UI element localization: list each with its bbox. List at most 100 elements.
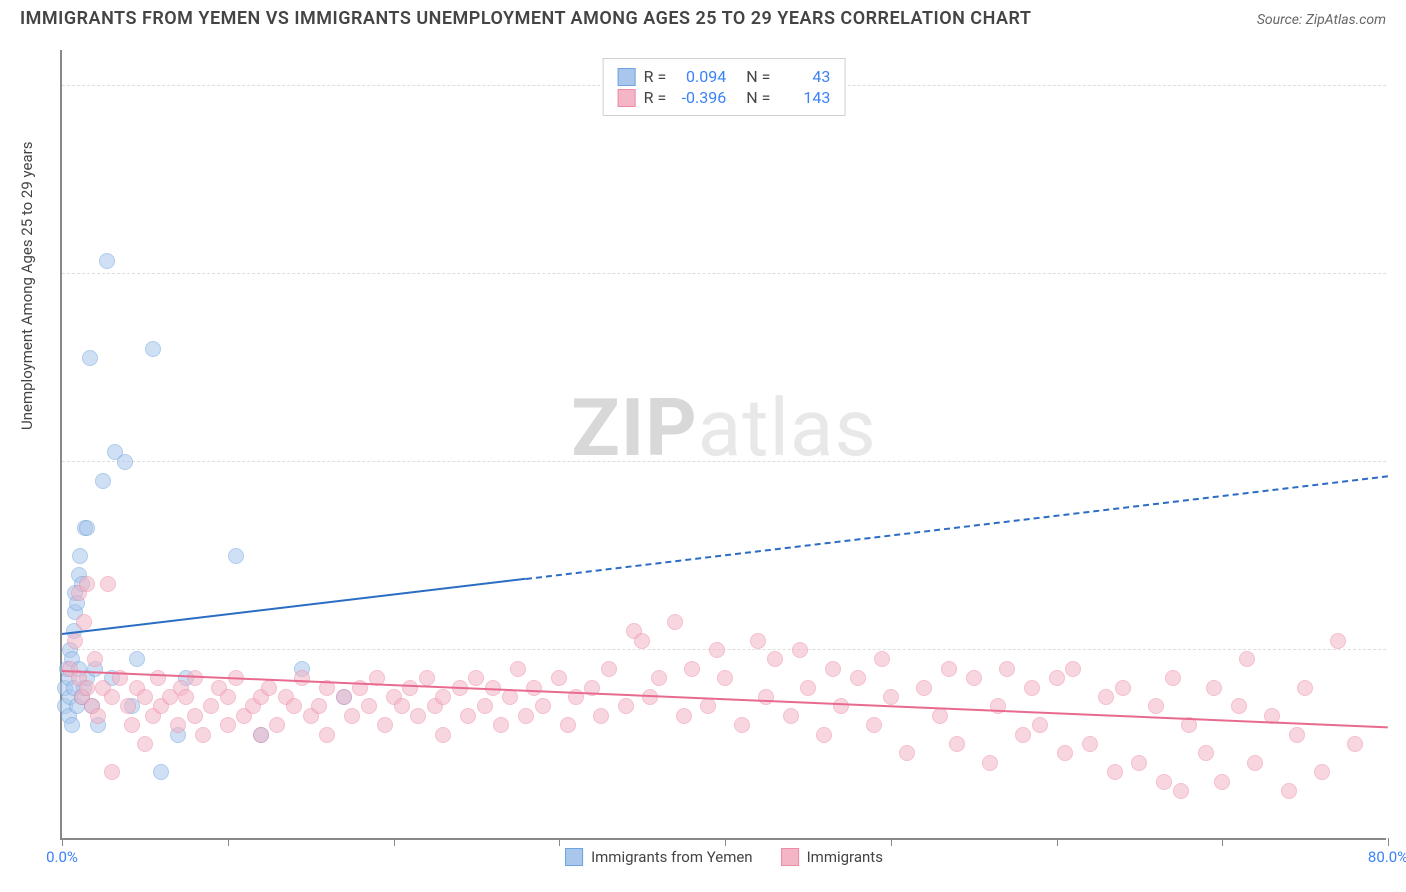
data-point	[79, 576, 95, 592]
data-point	[883, 689, 899, 705]
data-point	[468, 670, 484, 686]
chart-title: IMMIGRANTS FROM YEMEN VS IMMIGRANTS UNEM…	[20, 8, 1031, 29]
data-point	[100, 576, 116, 592]
data-point	[709, 642, 725, 658]
data-point	[1247, 755, 1263, 771]
data-point	[717, 670, 733, 686]
x-tick-label: 0.0%	[46, 848, 78, 866]
data-point	[419, 670, 435, 686]
series-legend: Immigrants from Yemen Immigrants	[565, 848, 883, 866]
data-point	[1206, 680, 1222, 696]
data-point	[1024, 680, 1040, 696]
data-point	[104, 764, 120, 780]
data-point	[187, 670, 203, 686]
data-point	[767, 651, 783, 667]
data-point	[1098, 689, 1114, 705]
data-point	[750, 633, 766, 649]
data-point	[95, 473, 111, 489]
data-point	[170, 717, 186, 733]
stat-r-label: R =	[644, 88, 667, 107]
data-point	[1015, 727, 1031, 743]
x-tick	[1388, 838, 1389, 846]
data-point	[79, 680, 95, 696]
data-point	[1065, 661, 1081, 677]
data-point	[253, 727, 269, 743]
trend-line	[526, 475, 1388, 580]
data-point	[124, 717, 140, 733]
data-point	[800, 680, 816, 696]
data-point	[150, 670, 166, 686]
legend-stats-row: R =-0.396N =143	[618, 88, 831, 107]
data-point	[518, 708, 534, 724]
data-point	[535, 698, 551, 714]
data-point	[435, 689, 451, 705]
data-point	[783, 708, 799, 724]
data-point	[551, 670, 567, 686]
data-point	[1347, 736, 1363, 752]
data-point	[700, 698, 716, 714]
data-point	[1082, 736, 1098, 752]
x-tick	[228, 838, 229, 846]
data-point	[361, 698, 377, 714]
legend-label: Immigrants from Yemen	[591, 848, 753, 866]
data-point	[601, 661, 617, 677]
data-point	[1115, 680, 1131, 696]
source-link[interactable]: ZipAtlas.com	[1306, 12, 1386, 28]
data-point	[634, 633, 650, 649]
legend-swatch	[565, 848, 583, 866]
data-point	[286, 698, 302, 714]
data-point	[261, 680, 277, 696]
data-point	[1330, 633, 1346, 649]
data-point	[1231, 698, 1247, 714]
data-point	[850, 670, 866, 686]
trend-line	[62, 578, 526, 635]
data-point	[435, 727, 451, 743]
data-point	[941, 661, 957, 677]
data-point	[982, 755, 998, 771]
data-point	[502, 689, 518, 705]
data-point	[120, 698, 136, 714]
data-point	[874, 651, 890, 667]
data-point	[866, 717, 882, 733]
data-point	[758, 689, 774, 705]
title-bar: IMMIGRANTS FROM YEMEN VS IMMIGRANTS UNEM…	[0, 0, 1406, 33]
data-point	[676, 708, 692, 724]
x-tick	[725, 838, 726, 846]
data-point	[64, 717, 80, 733]
data-point	[137, 689, 153, 705]
data-point	[336, 689, 352, 705]
data-point	[899, 745, 915, 761]
data-point	[651, 670, 667, 686]
data-point	[72, 548, 88, 564]
data-point	[833, 698, 849, 714]
data-point	[220, 717, 236, 733]
x-tick	[891, 838, 892, 846]
x-tick	[559, 838, 560, 846]
data-point	[145, 341, 161, 357]
legend-stats-row: R =0.094N =43	[618, 67, 831, 86]
data-point	[1173, 783, 1189, 799]
y-axis-title: Unemployment Among Ages 25 to 29 years	[18, 142, 36, 430]
x-tick	[1057, 838, 1058, 846]
data-point	[410, 708, 426, 724]
data-point	[493, 717, 509, 733]
stat-n-value: 43	[778, 67, 830, 86]
data-point	[667, 614, 683, 630]
data-point	[294, 670, 310, 686]
stat-n-value: 143	[778, 88, 830, 107]
stats-legend: R =0.094N =43R =-0.396N =143	[603, 58, 846, 116]
data-point	[1107, 764, 1123, 780]
data-point	[684, 661, 700, 677]
data-point	[79, 520, 95, 536]
data-point	[67, 633, 83, 649]
data-point	[87, 651, 103, 667]
data-point	[792, 642, 808, 658]
data-point	[1057, 745, 1073, 761]
stat-r-label: R =	[644, 67, 667, 86]
legend-swatch	[618, 68, 636, 86]
scatter-chart: ZIPatlas R =0.094N =43R =-0.396N =143 Im…	[60, 50, 1386, 840]
data-point	[966, 670, 982, 686]
legend-label: Immigrants	[807, 848, 883, 866]
stat-n-label: N =	[746, 67, 770, 86]
data-point	[402, 680, 418, 696]
